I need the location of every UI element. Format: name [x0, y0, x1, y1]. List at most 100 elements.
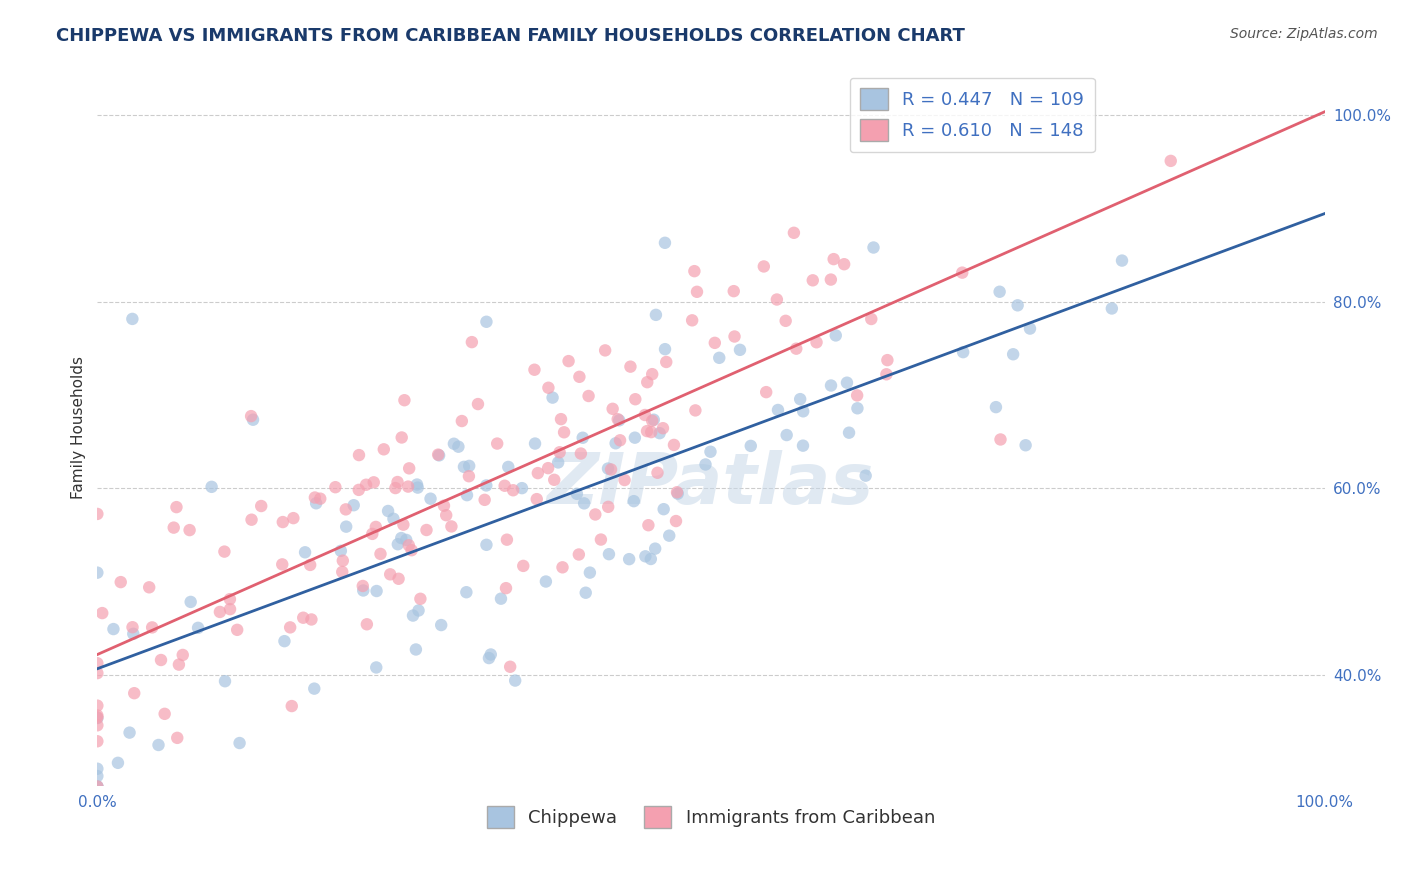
- Chippewa: [820, 378, 842, 392]
- Immigrants from Caribbean: [433, 499, 456, 513]
- Immigrants from Caribbean: [394, 393, 416, 408]
- Immigrants from Caribbean: [167, 657, 190, 672]
- Immigrants from Caribbean: [409, 591, 432, 606]
- Immigrants from Caribbean: [226, 623, 249, 637]
- Chippewa: [541, 391, 564, 405]
- Chippewa: [547, 455, 569, 469]
- Chippewa: [579, 566, 602, 580]
- Chippewa: [510, 481, 533, 495]
- Immigrants from Caribbean: [685, 403, 707, 417]
- Immigrants from Caribbean: [783, 226, 806, 240]
- Immigrants from Caribbean: [1160, 153, 1182, 168]
- Chippewa: [475, 478, 498, 492]
- Immigrants from Caribbean: [91, 606, 114, 620]
- Immigrants from Caribbean: [634, 408, 657, 422]
- Immigrants from Caribbean: [467, 397, 489, 411]
- Immigrants from Caribbean: [578, 389, 600, 403]
- Chippewa: [475, 538, 498, 552]
- Immigrants from Caribbean: [681, 313, 703, 327]
- Chippewa: [456, 488, 478, 502]
- Chippewa: [838, 425, 860, 440]
- Immigrants from Caribbean: [396, 480, 419, 494]
- Chippewa: [402, 608, 425, 623]
- Immigrants from Caribbean: [281, 699, 304, 714]
- Chippewa: [624, 431, 647, 445]
- Immigrants from Caribbean: [373, 442, 395, 457]
- Chippewa: [666, 486, 689, 500]
- Chippewa: [86, 780, 108, 794]
- Immigrants from Caribbean: [641, 414, 664, 428]
- Chippewa: [214, 674, 236, 689]
- Immigrants from Caribbean: [589, 533, 612, 547]
- Immigrants from Caribbean: [537, 461, 560, 475]
- Immigrants from Caribbean: [347, 448, 370, 462]
- Immigrants from Caribbean: [141, 620, 163, 634]
- Chippewa: [617, 552, 640, 566]
- Immigrants from Caribbean: [86, 718, 108, 732]
- Immigrants from Caribbean: [499, 659, 522, 673]
- Immigrants from Caribbean: [655, 355, 678, 369]
- Chippewa: [406, 477, 429, 491]
- Immigrants from Caribbean: [304, 491, 326, 505]
- Immigrants from Caribbean: [785, 342, 807, 356]
- Immigrants from Caribbean: [640, 425, 662, 439]
- Chippewa: [766, 403, 789, 417]
- Chippewa: [118, 725, 141, 739]
- Immigrants from Caribbean: [641, 367, 664, 381]
- Immigrants from Caribbean: [823, 252, 845, 266]
- Chippewa: [406, 481, 429, 495]
- Immigrants from Caribbean: [990, 433, 1012, 447]
- Immigrants from Caribbean: [723, 329, 745, 343]
- Immigrants from Caribbean: [619, 359, 641, 374]
- Chippewa: [643, 413, 665, 427]
- Immigrants from Caribbean: [219, 592, 242, 607]
- Y-axis label: Family Households: Family Households: [72, 356, 86, 499]
- Immigrants from Caribbean: [163, 521, 186, 535]
- Chippewa: [572, 496, 595, 510]
- Chippewa: [305, 496, 328, 510]
- Immigrants from Caribbean: [86, 780, 108, 794]
- Immigrants from Caribbean: [752, 260, 775, 274]
- Chippewa: [776, 428, 799, 442]
- Immigrants from Caribbean: [593, 343, 616, 358]
- Chippewa: [405, 642, 427, 657]
- Immigrants from Caribbean: [330, 565, 353, 579]
- Chippewa: [86, 780, 108, 794]
- Chippewa: [408, 603, 430, 617]
- Chippewa: [740, 439, 762, 453]
- Chippewa: [1111, 253, 1133, 268]
- Immigrants from Caribbean: [166, 731, 188, 745]
- Immigrants from Caribbean: [494, 479, 516, 493]
- Immigrants from Caribbean: [283, 511, 305, 525]
- Immigrants from Caribbean: [398, 538, 420, 552]
- Immigrants from Caribbean: [543, 473, 565, 487]
- Immigrants from Caribbean: [363, 475, 385, 490]
- Chippewa: [352, 583, 374, 598]
- Immigrants from Caribbean: [474, 492, 496, 507]
- Immigrants from Caribbean: [387, 475, 409, 489]
- Chippewa: [988, 285, 1011, 299]
- Immigrants from Caribbean: [150, 653, 173, 667]
- Immigrants from Caribbean: [775, 314, 797, 328]
- Chippewa: [228, 736, 250, 750]
- Immigrants from Caribbean: [121, 620, 143, 634]
- Immigrants from Caribbean: [179, 523, 201, 537]
- Immigrants from Caribbean: [568, 548, 591, 562]
- Chippewa: [478, 651, 501, 665]
- Immigrants from Caribbean: [950, 266, 973, 280]
- Chippewa: [382, 512, 405, 526]
- Immigrants from Caribbean: [214, 544, 236, 558]
- Immigrants from Caribbean: [624, 392, 647, 407]
- Chippewa: [789, 392, 811, 406]
- Chippewa: [1019, 321, 1042, 335]
- Immigrants from Caribbean: [325, 480, 347, 494]
- Chippewa: [86, 762, 108, 776]
- Immigrants from Caribbean: [461, 335, 484, 350]
- Chippewa: [695, 458, 717, 472]
- Immigrants from Caribbean: [347, 483, 370, 497]
- Immigrants from Caribbean: [434, 508, 457, 523]
- Immigrants from Caribbean: [755, 385, 778, 400]
- Immigrants from Caribbean: [219, 602, 242, 616]
- Chippewa: [377, 504, 399, 518]
- Chippewa: [242, 413, 264, 427]
